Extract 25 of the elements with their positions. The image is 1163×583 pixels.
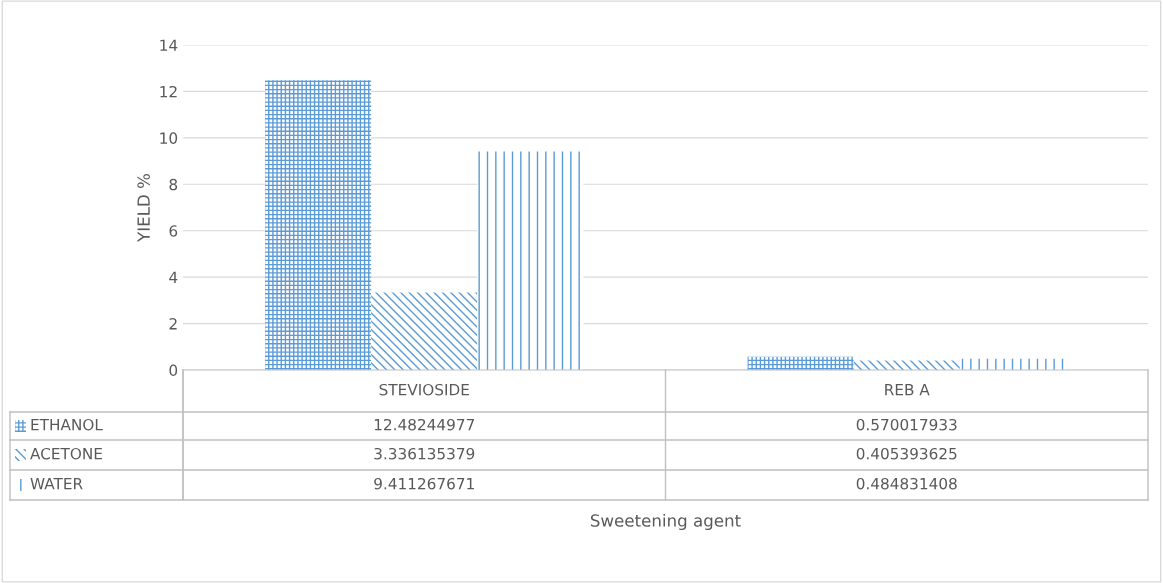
- x-tick-label: STEVIOSIDE: [379, 383, 469, 396]
- bar: [747, 356, 854, 370]
- data-label: 3.336135379: [374, 447, 475, 460]
- text: Sweetening agent: [590, 513, 741, 531]
- legend-label: WATER: [30, 478, 83, 490]
- y-tick-label: 2: [169, 318, 177, 330]
- y-tick-label: 4: [169, 271, 178, 283]
- y-axis-title: YIELD %: [137, 173, 150, 242]
- y-tick-label: 6: [169, 225, 178, 237]
- y-tick-label: 12: [160, 85, 177, 98]
- legend-label: ETHANOL: [31, 418, 103, 431]
- bar: [477, 151, 584, 370]
- y-tick-label: 10: [160, 132, 178, 144]
- data-label: 0.484831408: [856, 477, 957, 490]
- y-tick-label: 0: [169, 364, 178, 377]
- data-label: 12.48244977: [374, 418, 474, 431]
- legend-label: ACETONE: [30, 447, 102, 460]
- y-tick-label: 14: [160, 39, 178, 51]
- bar: [371, 292, 478, 370]
- y-tick-label: 8: [169, 178, 178, 191]
- data-label: 0.570017933: [856, 418, 957, 431]
- bar: [265, 80, 372, 370]
- data-label: 0.405393625: [856, 447, 957, 460]
- x-tick-label: REB A: [885, 384, 930, 396]
- data-label: 9.411267671: [374, 477, 474, 490]
